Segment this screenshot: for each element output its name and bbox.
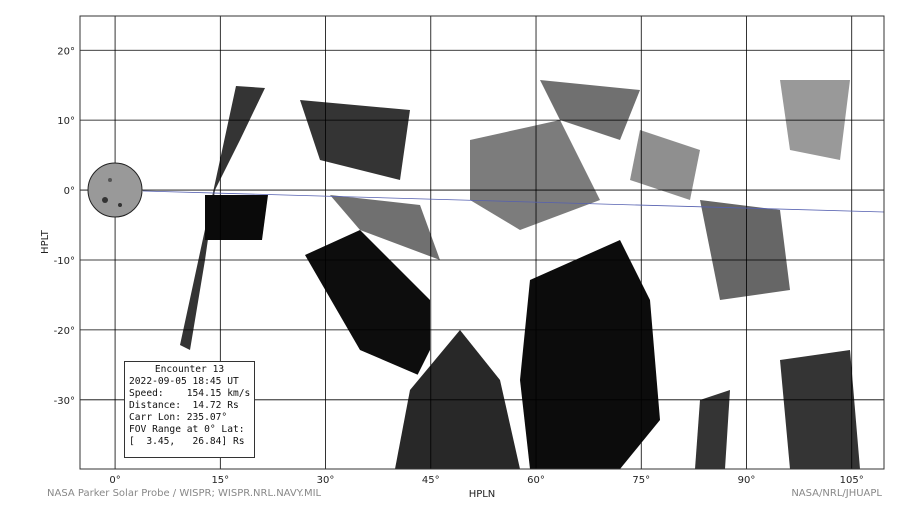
sun-icon (87, 162, 143, 218)
dark-region (305, 230, 430, 380)
y-tick-label: 20° (57, 46, 75, 57)
distance: Distance: 14.72 Rs (129, 400, 239, 411)
x-tick-label: 15° (211, 475, 229, 486)
x-tick-label: 60° (527, 475, 545, 486)
carrington-longitude: Carr Lon: 235.07° (129, 412, 228, 423)
x-tick-label: 0° (109, 475, 120, 486)
x-tick-label: 75° (632, 475, 650, 486)
y-axis-label: HPLT (40, 229, 51, 254)
dark-region (695, 390, 730, 469)
dark-region (520, 240, 660, 469)
y-tick-label: -30° (54, 396, 75, 407)
y-tick-label: 10° (57, 116, 75, 127)
fov-label: FOV Range at 0° Lat: (129, 424, 245, 435)
wispr-image-mosaic (180, 60, 885, 469)
footer-credit-right: NASA/NRL/JHUAPL (791, 488, 882, 499)
x-tick-label: 45° (422, 475, 440, 486)
datetime: 2022-09-05 18:45 UT (129, 376, 239, 387)
y-tick-label: 0° (64, 186, 75, 197)
x-axis-label: HPLN (469, 489, 496, 500)
plot-frame (79, 15, 885, 470)
encounter-title: Encounter 13 (154, 364, 225, 375)
dark-region (630, 130, 700, 200)
speed: Speed: 154.15 km/s (129, 388, 251, 399)
dark-region (540, 80, 640, 140)
dark-region (780, 350, 860, 469)
x-tick-label: 90° (738, 475, 756, 486)
dark-region (180, 86, 265, 350)
x-tick-label: 105° (840, 475, 864, 486)
fov-range: [ 3.45, 26.84] Rs (129, 436, 245, 447)
dark-region (700, 200, 790, 300)
x-tick-label: 30° (317, 475, 335, 486)
footer-credit-left: NASA Parker Solar Probe / WISPR; WISPR.N… (47, 488, 322, 499)
dark-region (205, 195, 268, 240)
dark-region (330, 195, 440, 260)
x-axis-ticks: 0° 15° 30° 45° 60° 75° 90° 105° (109, 475, 863, 486)
y-tick-label: -20° (54, 326, 75, 337)
y-tick-label: -10° (54, 256, 75, 267)
y-axis-ticks: 20° 10° 0° -10° -20° -30° (54, 46, 75, 407)
encounter-info-box: Encounter 13 2022-09-05 18:45 UT Speed: 15… (124, 361, 255, 458)
dark-region (470, 120, 600, 230)
ecliptic-line (142, 190, 885, 213)
